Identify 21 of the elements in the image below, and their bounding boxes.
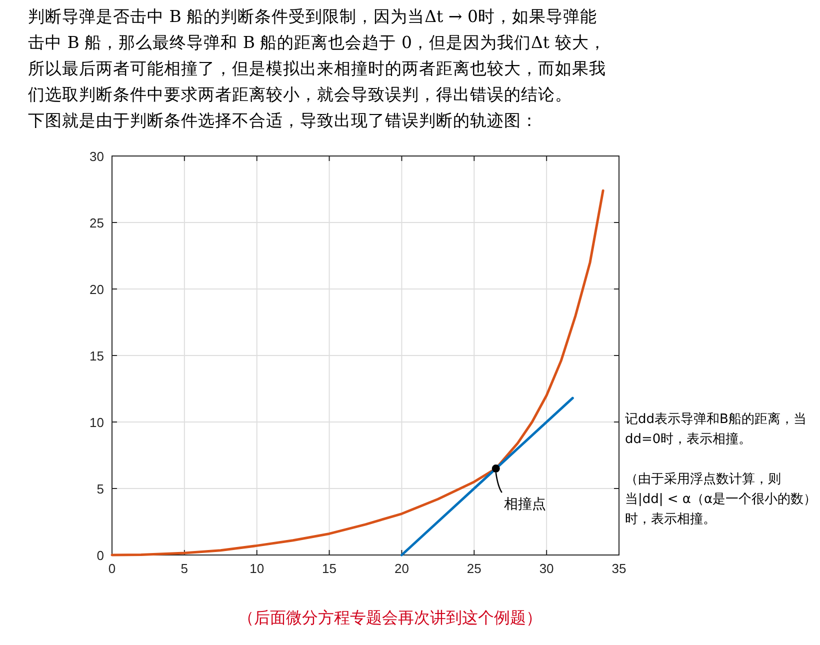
annotation: （由于采用浮点数计算，则当|dd| < α（α是一个很小的数）时，表示相撞。 bbox=[625, 471, 817, 529]
x-tick-label: 25 bbox=[466, 561, 482, 576]
subtitle: 下图就是由于判断条件选择不合适，导致出现了错误判断的轨迹图： bbox=[28, 110, 539, 132]
y-tick-label: 0 bbox=[96, 548, 104, 563]
x-tick-label: 30 bbox=[539, 561, 554, 576]
x-tick-label: 15 bbox=[322, 561, 337, 576]
annotation: 记dd表示导弹和B船的距离，当dd=0时，表示相撞。 bbox=[625, 411, 808, 449]
x-tick-label: 20 bbox=[394, 561, 409, 576]
x-tick-label: 0 bbox=[108, 561, 116, 576]
y-tick-label: 10 bbox=[90, 415, 104, 430]
annotation: 相撞点 bbox=[504, 496, 546, 513]
y-tick-label: 30 bbox=[90, 149, 104, 164]
y-tick-label: 15 bbox=[90, 348, 104, 364]
x-tick-label: 10 bbox=[250, 561, 264, 576]
y-tick-label: 25 bbox=[90, 216, 104, 230]
x-tick-label: 5 bbox=[180, 561, 188, 576]
annotation: （后面微分方程专题会再次讲到这个例题） bbox=[237, 608, 543, 629]
y-tick-label: 5 bbox=[96, 482, 104, 496]
x-tick-label: 35 bbox=[612, 561, 626, 576]
y-tick-label: 20 bbox=[90, 282, 104, 297]
title: 判断导弹是否击中 B 船的判断条件受到限制，因为当Δt → 0时，如果导弹能击中 B 船，那么最终导弹和 B 船的距离也会趋于 0，但是因为我们Δt 较大，所以最后两者可能相撞了，但是模拟出来相撞时的两者距离也较大，而如果我们选取判断条件中要求两者距离较小，就会导致误判，得出错误的结论。 bbox=[28, 6, 607, 106]
